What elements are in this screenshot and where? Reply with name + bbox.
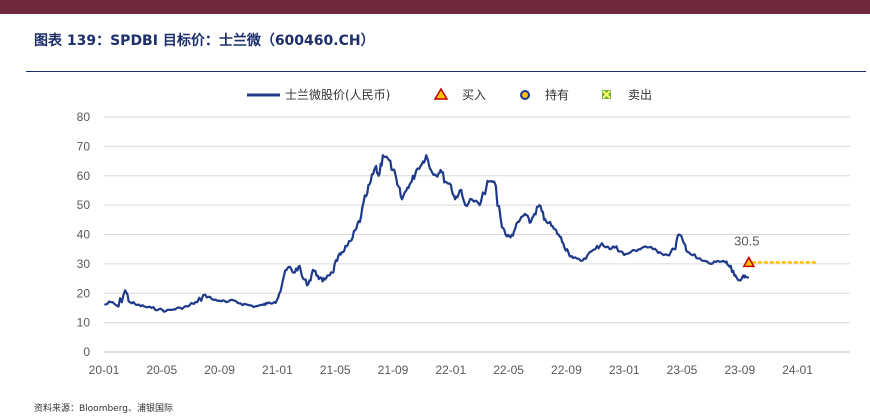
x-axis-ticks: 20-01 20-05 20-09 21-01 21-05 21-09 22-01 22-05… <box>89 363 814 377</box>
x-tick-label: 21-05 <box>320 363 351 377</box>
y-tick-label: 60 <box>77 169 91 183</box>
legend-hold-label: 持有 <box>545 87 569 102</box>
x-tick-label: 21-01 <box>262 363 293 377</box>
top-color-bar <box>0 0 870 14</box>
source-note: 资料来源：Bloomberg、浦银国际 <box>34 404 173 414</box>
y-tick-label: 40 <box>77 228 91 242</box>
gridlines <box>104 116 850 324</box>
legend: 士兰微股价(人民币) 买入 持有 卖出 <box>247 87 652 102</box>
title-divider <box>26 71 866 72</box>
y-tick-label: 10 <box>77 316 91 330</box>
x-tick-label: 23-09 <box>724 363 755 377</box>
y-tick-label: 20 <box>77 286 91 300</box>
price-line <box>103 154 750 313</box>
x-tick-label: 23-01 <box>609 363 640 377</box>
stock-price-chart: 0 10 20 30 40 50 60 70 80 20-01 20-05 20-09 21-01 21… <box>77 87 850 377</box>
target-price-label: 30.5 <box>734 233 759 248</box>
price-series <box>103 154 750 313</box>
y-tick-label: 30 <box>77 257 91 271</box>
x-tick-label: 22-05 <box>493 363 524 377</box>
x-tick-label: 24-01 <box>782 363 813 377</box>
legend-hold-icon <box>520 90 530 100</box>
x-tick-label: 22-09 <box>551 363 582 377</box>
x-tick-label: 23-05 <box>667 363 698 377</box>
y-tick-label: 80 <box>77 110 91 124</box>
x-tick-label: 20-05 <box>146 363 177 377</box>
y-axis-ticks: 0 10 20 30 40 50 60 70 80 <box>77 110 91 359</box>
legend-buy-label: 买入 <box>462 88 486 102</box>
y-tick-label: 70 <box>77 139 91 153</box>
buy-marker <box>742 255 756 268</box>
legend-buy-icon <box>433 87 449 100</box>
x-tick-label: 20-01 <box>89 363 120 377</box>
legend-price-label: 士兰微股价(人民币) <box>285 88 390 102</box>
legend-sell-icon <box>602 90 611 99</box>
x-tick-label: 22-01 <box>435 363 466 377</box>
y-tick-label: 50 <box>77 198 91 212</box>
legend-sell-label: 卖出 <box>628 88 652 102</box>
target-markers: 30.5 <box>734 233 820 268</box>
y-tick-label: 0 <box>83 345 90 359</box>
x-tick-label: 21-09 <box>378 363 409 377</box>
figure-title: 图表 139：SPDBI 目标价：士兰微（600460.CH） <box>34 33 375 49</box>
x-tick-label: 20-09 <box>204 363 235 377</box>
